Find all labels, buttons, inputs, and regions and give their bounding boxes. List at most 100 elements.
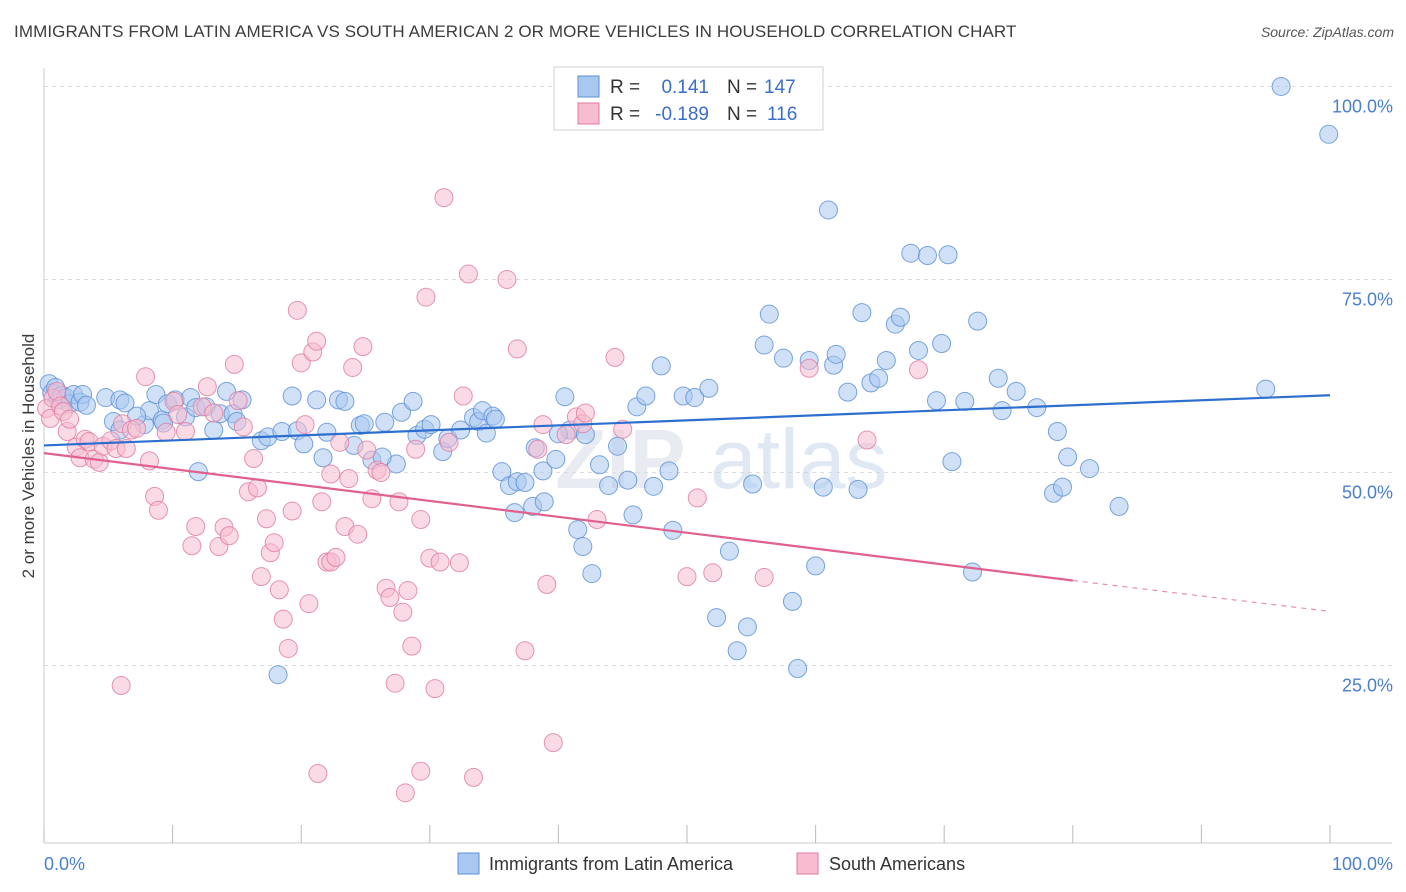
pink-point-106 bbox=[703, 563, 723, 583]
blue-point-114 bbox=[890, 307, 910, 327]
blue-point-72 bbox=[555, 387, 575, 407]
pink-point-76 bbox=[398, 581, 418, 601]
blue-point-136 bbox=[1256, 379, 1276, 399]
legend-n-value-blue: 147 bbox=[764, 77, 796, 98]
blue-point-82 bbox=[623, 505, 643, 525]
blue-point-100 bbox=[782, 591, 802, 611]
blue-point-130 bbox=[1047, 422, 1067, 442]
pink-point-85 bbox=[439, 432, 459, 452]
pink-point-57 bbox=[312, 492, 332, 512]
blue-point-35 bbox=[282, 386, 302, 406]
pink-point-43 bbox=[251, 567, 271, 587]
blue-point-123 bbox=[962, 562, 982, 582]
legend-n-label-pink: N = bbox=[727, 104, 757, 125]
legend-r-value-blue: 0.141 bbox=[661, 77, 709, 98]
blue-point-122 bbox=[955, 391, 975, 411]
blue-point-96 bbox=[743, 474, 763, 494]
blue-point-121 bbox=[942, 452, 962, 472]
legend-n-label-blue: N = bbox=[727, 77, 757, 98]
y-tick-label-25: 25.0% bbox=[1342, 675, 1393, 695]
pink-point-91 bbox=[507, 339, 527, 359]
pink-point-60 bbox=[326, 547, 346, 567]
blue-point-124 bbox=[968, 311, 988, 331]
blue-point-107 bbox=[838, 382, 858, 402]
blue-point-111 bbox=[869, 368, 889, 388]
blue-point-127 bbox=[1006, 381, 1026, 401]
pink-point-94 bbox=[533, 415, 553, 435]
pink-point-75 bbox=[393, 602, 413, 622]
blue-point-141 bbox=[485, 409, 505, 429]
blue-point-93 bbox=[719, 541, 739, 561]
pink-point-114 bbox=[111, 676, 131, 696]
pink-point-104 bbox=[677, 567, 697, 587]
blue-point-131 bbox=[1053, 477, 1073, 497]
blue-point-47 bbox=[375, 412, 395, 432]
chart-title: IMMIGRANTS FROM LATIN AMERICA VS SOUTH A… bbox=[14, 22, 1017, 41]
pink-point-102 bbox=[605, 347, 625, 367]
pink-point-100 bbox=[575, 403, 595, 423]
pink-point-36 bbox=[219, 526, 239, 546]
blue-point-91 bbox=[699, 378, 719, 398]
blue-point-109 bbox=[852, 303, 872, 323]
pink-point-89 bbox=[464, 767, 484, 787]
pink-point-111 bbox=[308, 764, 328, 784]
pink-point-65 bbox=[348, 524, 368, 544]
blue-point-50 bbox=[403, 391, 423, 411]
blue-point-117 bbox=[917, 246, 937, 266]
blue-point-106 bbox=[826, 344, 846, 364]
pink-point-112 bbox=[395, 783, 415, 803]
blue-point-99 bbox=[773, 348, 793, 368]
blue-point-78 bbox=[590, 455, 610, 475]
y-tick-label-75: 75.0% bbox=[1342, 289, 1393, 309]
pink-point-25 bbox=[156, 422, 176, 442]
legend-swatch-blue bbox=[577, 75, 600, 98]
legend-r-label-pink: R = bbox=[610, 104, 640, 125]
blue-point-84 bbox=[636, 386, 656, 406]
pink-point-95 bbox=[537, 574, 557, 594]
blue-point-120 bbox=[938, 245, 958, 265]
blue-point-133 bbox=[1080, 459, 1100, 479]
blue-point-108 bbox=[848, 479, 868, 499]
pink-point-49 bbox=[278, 638, 298, 658]
pink-point-38 bbox=[228, 391, 248, 411]
pink-point-107 bbox=[754, 567, 774, 587]
pink-point-33 bbox=[204, 403, 224, 423]
blue-point-42 bbox=[335, 391, 355, 411]
pink-point-63 bbox=[339, 469, 359, 489]
pink-point-54 bbox=[299, 594, 319, 614]
pink-point-50 bbox=[282, 501, 302, 521]
blue-point-90 bbox=[685, 388, 705, 408]
legend-swatch-pink bbox=[577, 102, 600, 125]
pink-point-66 bbox=[353, 337, 373, 357]
pink-point-78 bbox=[406, 439, 426, 459]
blue-point-40 bbox=[317, 422, 337, 442]
blue-point-134 bbox=[1109, 496, 1129, 516]
blue-point-66 bbox=[515, 472, 535, 492]
pink-point-32 bbox=[197, 377, 217, 397]
blue-point-38 bbox=[307, 390, 327, 410]
blue-point-126 bbox=[992, 401, 1012, 421]
pink-point-24 bbox=[148, 500, 168, 520]
x-tick-labels: 0.0% 100.0% bbox=[44, 854, 1393, 874]
pink-point-73 bbox=[385, 673, 405, 693]
pink-point-77 bbox=[402, 636, 422, 656]
blue-point-75 bbox=[573, 537, 593, 557]
pink-point-7 bbox=[60, 409, 80, 429]
pink-point-93 bbox=[528, 439, 548, 459]
pink-point-88 bbox=[458, 264, 478, 284]
blue-point-80 bbox=[608, 436, 628, 456]
pink-point-64 bbox=[343, 357, 363, 377]
blue-point-81 bbox=[618, 470, 638, 490]
pink-point-103 bbox=[613, 419, 633, 439]
pink-point-82 bbox=[425, 679, 445, 699]
axes bbox=[43, 68, 1392, 844]
pink-point-108 bbox=[799, 358, 819, 378]
pink-point-48 bbox=[273, 609, 293, 629]
blue-point-119 bbox=[932, 334, 952, 354]
blue-point-39 bbox=[313, 448, 333, 468]
pink-point-84 bbox=[434, 188, 454, 208]
blue-point-103 bbox=[806, 556, 826, 576]
pink-trend-line bbox=[43, 452, 1073, 582]
pink-point-28 bbox=[175, 422, 195, 442]
